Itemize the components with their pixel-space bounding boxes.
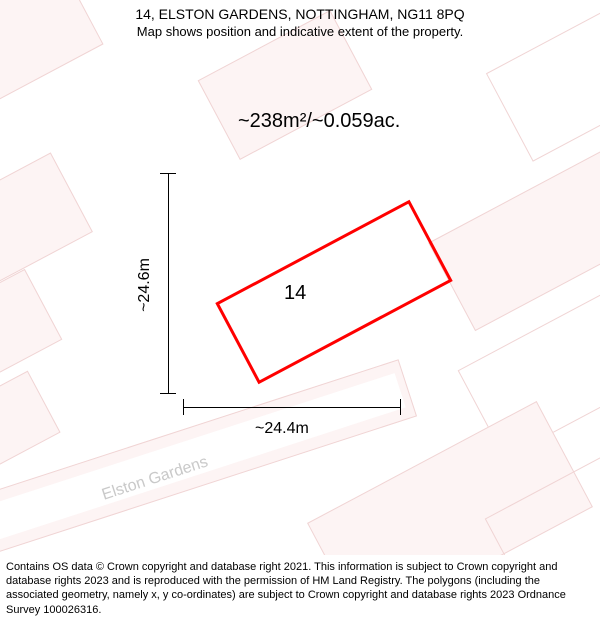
dim-line-vertical <box>168 173 169 393</box>
copyright-text: Contains OS data © Crown copyright and d… <box>6 561 566 616</box>
copyright-footer: Contains OS data © Crown copyright and d… <box>0 556 600 625</box>
map-subtitle: Map shows position and indicative extent… <box>0 24 600 39</box>
dim-cap <box>160 173 176 174</box>
background-building <box>0 269 62 391</box>
dim-label-vertical: ~24.6m <box>136 258 154 312</box>
dim-label-horizontal: ~24.4m <box>255 420 309 438</box>
property-outline <box>215 200 452 385</box>
address-title: 14, ELSTON GARDENS, NOTTINGHAM, NG11 8PQ <box>0 6 600 22</box>
background-building <box>0 371 61 480</box>
property-number: 14 <box>284 282 306 305</box>
dim-line-horizontal <box>183 407 400 408</box>
header: 14, ELSTON GARDENS, NOTTINGHAM, NG11 8PQ… <box>0 0 600 39</box>
dim-cap <box>400 399 401 415</box>
dim-cap <box>160 393 176 394</box>
background-building <box>428 149 600 331</box>
dim-cap <box>183 399 184 415</box>
area-label: ~238m²/~0.059ac. <box>238 110 400 133</box>
map-canvas: Elston Gardens14~238m²/~0.059ac.~24.4m~2… <box>0 0 600 555</box>
